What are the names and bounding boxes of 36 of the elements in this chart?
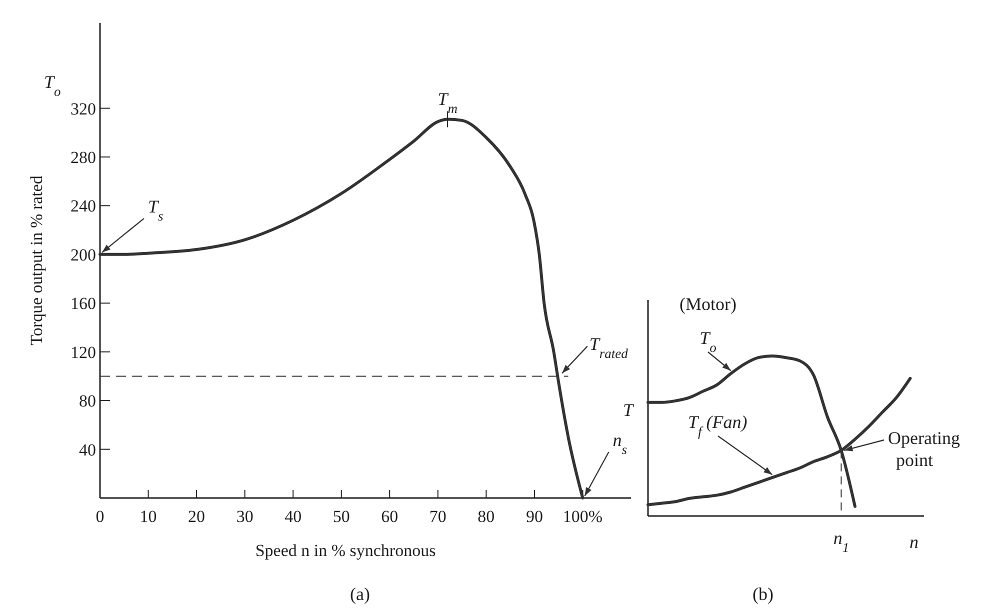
y-tick-label: 240: [70, 196, 96, 216]
text: (b): [752, 584, 774, 604]
x-tick-label: 60: [381, 507, 398, 526]
y-tick-label: 200: [70, 245, 96, 264]
text: n$_{1}$: [833, 528, 850, 554]
x-tick-label: 50: [332, 507, 350, 526]
x-tick-label: 30: [236, 507, 254, 526]
y-tick-label: 320: [70, 99, 96, 118]
y-tick-label: 160: [70, 294, 96, 314]
x-tick-label: 20: [188, 507, 206, 526]
annotation: T$_{s}$: [148, 196, 164, 223]
x-tick-label: 10: [140, 507, 157, 526]
annotation: n$_{s}$: [612, 430, 627, 456]
x-tick-label: 70: [429, 507, 446, 526]
y-axis-title: T: [622, 400, 635, 420]
x-tick-label: 100%: [562, 507, 603, 526]
y-tick-label: 40: [79, 440, 96, 460]
x-axis-title: n: [910, 532, 918, 552]
y-tick-label: 120: [70, 342, 96, 362]
x-axis-title: Speed n in % synchronous: [255, 541, 436, 560]
annotation: Operating point: [888, 428, 960, 470]
text: (a): [350, 584, 370, 604]
x-tick-label: 0: [96, 507, 104, 526]
y-axis-title: Torque output in % rated: [27, 175, 46, 346]
legend-label: T$_{rated}$: [589, 334, 628, 361]
x-tick-label: 80: [478, 507, 495, 526]
text: T$_{o}$: [700, 328, 717, 354]
text: T$_{o}$: [44, 72, 62, 98]
annotation: T$_{m}$: [438, 89, 458, 116]
line-series: [98, 118, 584, 500]
annotation: T$_{f}$ (Fan): [688, 412, 748, 438]
x-tick-label: 90: [526, 507, 543, 526]
x-tick-label: 40: [284, 507, 302, 526]
y-tick-label: 80: [79, 392, 96, 411]
y-tick-label: 280: [70, 148, 96, 167]
text: (Motor): [680, 294, 736, 314]
